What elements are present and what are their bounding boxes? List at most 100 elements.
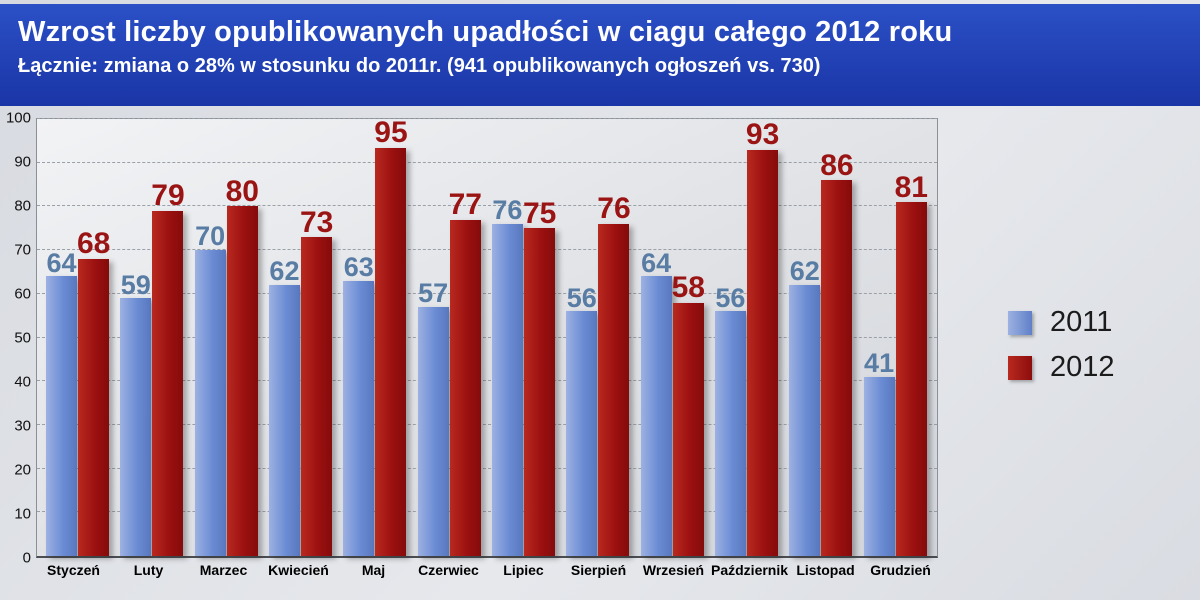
bar-2012-Czerwiec: [449, 219, 481, 556]
bar-column: 70: [194, 119, 226, 556]
bar-series-container: 64 68 59 79 70 80 62 73 63 95 57 77 76 75 56 76 64 58 56 93…: [37, 116, 937, 556]
y-axis-tick: 10: [14, 505, 31, 523]
gridline: [37, 467, 937, 469]
bar-2011-Luty: [120, 298, 152, 556]
bar-2011-Maj: [343, 280, 375, 556]
bar-column: 86: [820, 119, 854, 556]
gridline: [37, 249, 937, 251]
x-axis-label: Czerwiec: [418, 562, 479, 578]
bar-value-label: 73: [299, 205, 334, 239]
y-axis-tick: 70: [14, 241, 31, 259]
bar-group: 41 81: [863, 119, 928, 556]
legend-label: 2011: [1050, 306, 1113, 338]
bar-column: 95: [374, 116, 408, 556]
y-axis-tick: 100: [5, 109, 31, 127]
legend-swatch: [1008, 310, 1032, 335]
plot-area: 64 68 59 79 70 80 62 73 63 95 57 77 76 75 56 76 64 58 56 93…: [36, 118, 938, 558]
bar-column: 75: [523, 119, 556, 556]
bar-column: 76: [491, 119, 523, 556]
bar-column: 41: [863, 119, 895, 556]
bar-column: 77: [449, 119, 482, 556]
bar-2011-Lipiec: [491, 223, 523, 556]
bar-2012-Kwiecień: [301, 237, 333, 556]
bar-value-label: 41: [864, 348, 895, 379]
gridline: [37, 423, 937, 425]
bar-value-label: 76: [492, 195, 523, 226]
bar-2011-Grudzień: [863, 376, 895, 556]
bar-value-label: 77: [448, 188, 482, 222]
x-axis-label: Maj: [361, 562, 386, 578]
bar-value-label: 56: [566, 282, 597, 313]
x-axis-label: Kwiecień: [268, 562, 329, 578]
gridline: [37, 380, 937, 382]
legend-label: 2012: [1050, 351, 1115, 383]
bar-column: 79: [151, 119, 185, 556]
bar-2012-Luty: [152, 210, 184, 556]
bar-value-label: 95: [374, 116, 408, 149]
bar-column: 56: [566, 119, 598, 556]
bar-group: 70 80: [194, 119, 259, 556]
x-axis-label: Wrzesień: [642, 562, 705, 578]
y-axis-tick: 90: [14, 153, 31, 171]
y-axis-tick: 80: [14, 197, 31, 215]
bar-value-label: 68: [76, 227, 111, 261]
bar-value-label: 63: [343, 252, 374, 283]
bar-value-label: 57: [418, 278, 449, 309]
bar-group: 64 68: [45, 119, 111, 556]
x-axis-label: Luty: [133, 562, 164, 578]
bar-column: 59: [120, 119, 152, 556]
legend-item-2012: 2012: [1008, 351, 1115, 384]
gridline: [37, 205, 937, 207]
bar-value-label: 59: [120, 269, 151, 300]
bar-value-label: 75: [522, 196, 557, 230]
y-axis-tick: 20: [14, 461, 31, 479]
legend: 2011 2012: [1008, 306, 1115, 396]
chart-title: Wzrost liczby opublikowanych upadłości w…: [18, 16, 953, 48]
bar-value-label: 80: [225, 174, 259, 208]
bar-column: 62: [789, 119, 821, 556]
bar-2011-Październik: [714, 311, 746, 556]
gridline: [37, 511, 937, 513]
bar-2011-Kwiecień: [268, 285, 300, 556]
y-axis-tick: 60: [14, 285, 31, 303]
bar-value-label: 93: [745, 118, 780, 152]
bar-2011-Listopad: [789, 285, 821, 556]
bar-column: 58: [672, 119, 705, 556]
bar-column: 81: [895, 119, 928, 556]
x-axis-label: Listopad: [796, 562, 855, 578]
bar-value-label: 64: [46, 247, 77, 278]
bar-value-label: 86: [820, 148, 854, 182]
bar-value-label: 76: [597, 192, 631, 226]
x-axis-label: Marzec: [199, 562, 248, 578]
bar-value-label: 79: [151, 179, 185, 213]
bar-column: 64: [640, 119, 672, 556]
bar-2012-Listopad: [821, 180, 853, 556]
bar-2011-Sierpień: [566, 311, 598, 556]
bar-group: 63 95: [343, 116, 408, 556]
bar-column: 73: [300, 119, 333, 556]
x-axis: Styczeń Luty Marzec Kwiecień Maj Czerwiec Lipi…: [36, 562, 938, 578]
bar-2012-Sierpień: [598, 223, 630, 556]
bar-column: 76: [597, 119, 631, 556]
x-axis-label: Lipiec: [503, 562, 544, 578]
bar-value-label: 56: [715, 282, 746, 313]
bar-2011-Czerwiec: [417, 306, 449, 556]
x-axis-label: Styczeń: [47, 562, 100, 578]
gridline: [37, 118, 937, 119]
bar-value-label: 62: [789, 256, 820, 287]
bar-column: 57: [417, 119, 449, 556]
bar-value-label: 81: [894, 170, 928, 204]
bar-value-label: 70: [195, 221, 226, 252]
bar-column: 93: [746, 119, 779, 556]
bar-group: 62 73: [268, 119, 333, 556]
x-axis-label: Październik: [711, 562, 789, 578]
gridline: [37, 336, 937, 338]
legend-swatch: [1008, 355, 1032, 380]
chart-subtitle: Łącznie: zmiana o 28% w stosunku do 2011…: [18, 55, 821, 77]
bar-column: 56: [714, 119, 746, 556]
x-axis-label: Grudzień: [870, 562, 931, 578]
bar-2011-Wrzesień: [640, 276, 672, 556]
bar-2012-Grudzień: [895, 202, 927, 556]
y-axis: 0 10 20 30 40 50 60 70 80 90 100: [0, 110, 34, 567]
y-axis-tick: 30: [14, 417, 31, 435]
